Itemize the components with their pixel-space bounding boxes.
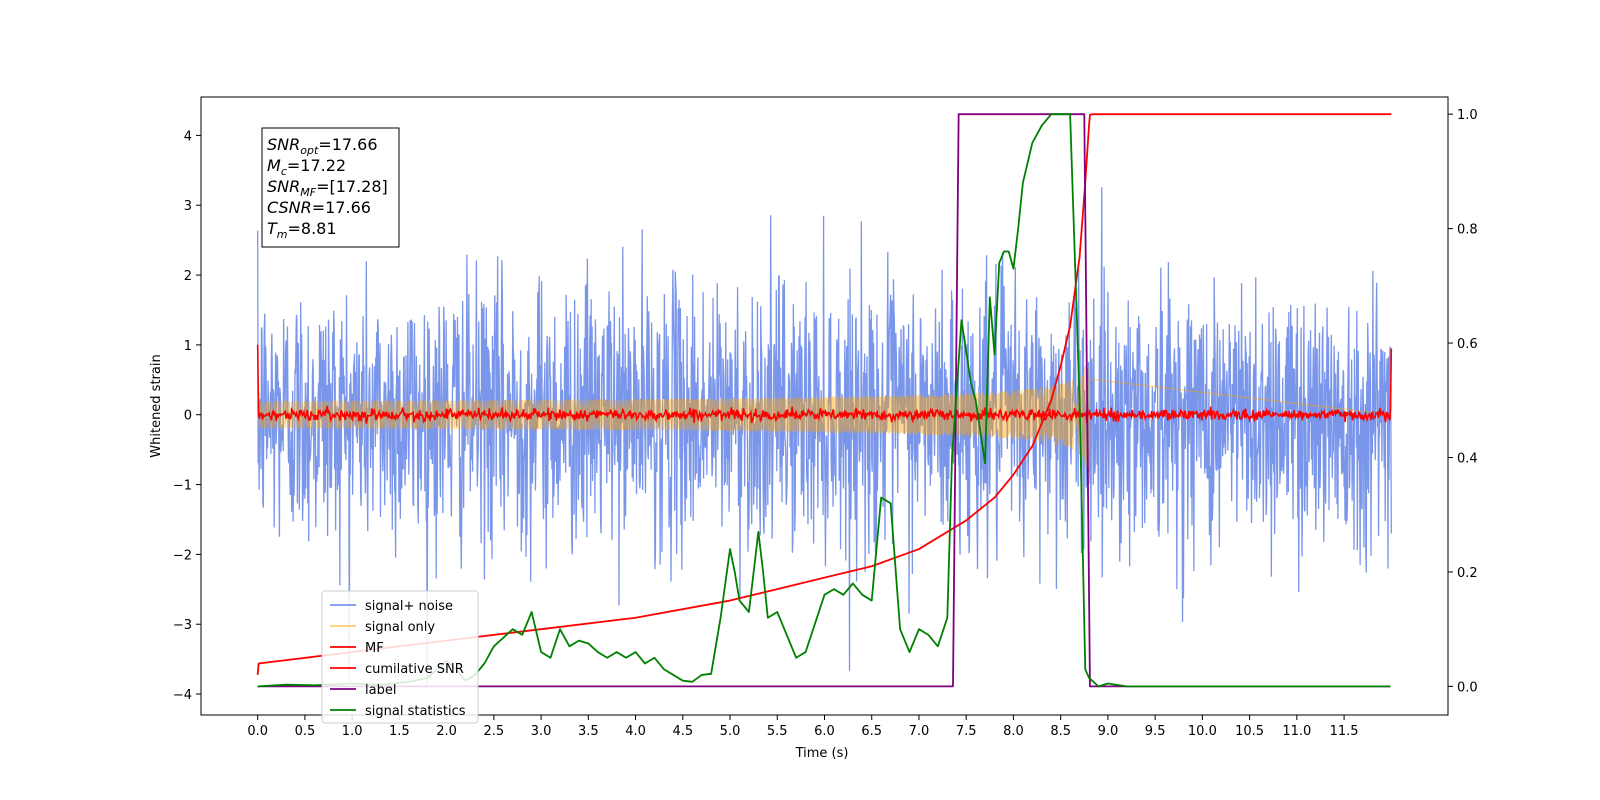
y2-tick-label: 0.0 — [1457, 680, 1478, 695]
series-signal-only — [257, 364, 1392, 477]
stats-annotation-box: SNRopt=17.66Mc=17.22SNRMF=[17.28]CSNR=17… — [261, 127, 400, 248]
y-tick-label: 2 — [184, 269, 192, 284]
y2-tick-label: 0.4 — [1457, 452, 1478, 467]
series-cumilative-snr — [256, 113, 1392, 676]
series-signal-plus-noise — [257, 187, 1392, 688]
y-tick-label: 1 — [184, 339, 192, 354]
series-layer — [256, 113, 1393, 688]
y-tick-label: 3 — [184, 199, 192, 214]
annotation-line: CSNR=17.66 — [267, 198, 371, 217]
annotation-line: Tm=8.81 — [267, 219, 337, 241]
x-tick-label: 3.0 — [531, 724, 552, 739]
legend-label: label — [365, 683, 396, 698]
y-axis-left: 4 3 2 1 0 −1 −2 −3 −4 — [173, 129, 201, 703]
y2-tick-label: 0.6 — [1457, 337, 1478, 352]
x-axis-title: Time (s) — [795, 746, 849, 761]
x-tick-label: 2.0 — [436, 724, 457, 739]
legend-label: MF — [365, 641, 384, 656]
x-tick-label: 7.0 — [909, 724, 930, 739]
x-tick-label: 10.5 — [1235, 724, 1264, 739]
x-tick-label: 8.0 — [1003, 724, 1024, 739]
y2-tick-label: 1.0 — [1457, 108, 1478, 123]
x-tick-label: 1.5 — [389, 724, 410, 739]
y-tick-label: −4 — [173, 688, 192, 703]
x-tick-label: 11.0 — [1282, 724, 1311, 739]
annotation-line: SNRopt=17.66 — [267, 135, 378, 157]
legend-frame — [321, 590, 479, 724]
legend-label: signal only — [365, 620, 435, 635]
x-tick-label: 2.5 — [484, 724, 505, 739]
legend-label: signal+ noise — [365, 599, 453, 614]
x-tick-label: 4.5 — [672, 724, 693, 739]
legend-label: cumilative SNR — [365, 662, 464, 677]
x-tick-label: 4.0 — [625, 724, 646, 739]
legend-label: signal statistics — [365, 704, 466, 719]
y-axis-right: 1.0 0.8 0.6 0.4 0.2 0.0 — [1448, 108, 1478, 695]
y-tick-label: −1 — [173, 479, 192, 494]
annotation-frame — [261, 127, 400, 248]
x-tick-label: 0.5 — [295, 724, 316, 739]
x-tick-label: 3.5 — [578, 724, 599, 739]
y-tick-label: 4 — [184, 129, 192, 144]
x-axis: 0.0 0.5 1.0 1.5 2.0 2.5 3.0 3.5 4.0 4.5 5.0 5.5 6.0 6… — [247, 715, 1359, 739]
x-tick-label: 6.0 — [814, 724, 835, 739]
x-tick-label: 8.5 — [1050, 724, 1071, 739]
x-tick-label: 5.0 — [720, 724, 741, 739]
series-mf — [256, 344, 1393, 424]
x-tick-label: 1.0 — [342, 724, 363, 739]
x-tick-label: 5.5 — [767, 724, 788, 739]
series-signal-statistics — [257, 113, 1391, 688]
y-tick-label: −2 — [173, 548, 192, 563]
x-tick-label: 0.0 — [247, 724, 268, 739]
x-tick-label: 6.5 — [861, 724, 882, 739]
y2-tick-label: 0.2 — [1457, 566, 1478, 581]
x-tick-label: 9.5 — [1145, 724, 1166, 739]
annotation-line: SNRMF=[17.28] — [267, 177, 388, 199]
x-tick-label: 10.0 — [1188, 724, 1217, 739]
legend: signal+ noise signal only MF cumilative SNR… — [321, 590, 479, 724]
x-tick-label: 9.0 — [1098, 724, 1119, 739]
y-axis-title: Whitened strain — [149, 354, 164, 457]
y-tick-label: −3 — [173, 618, 192, 633]
y-tick-label: 0 — [184, 409, 192, 424]
x-tick-label: 11.5 — [1330, 724, 1359, 739]
y2-tick-label: 0.8 — [1457, 223, 1478, 238]
annotation-line: Mc=17.22 — [267, 156, 346, 178]
x-tick-label: 7.5 — [956, 724, 977, 739]
